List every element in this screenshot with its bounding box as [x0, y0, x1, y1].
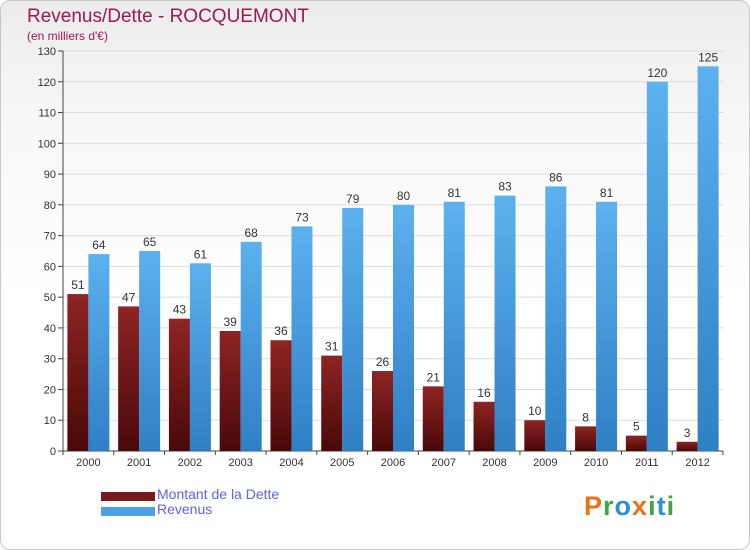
revenus-value-label: 79: [346, 192, 360, 206]
revenus-bar: [291, 226, 313, 451]
x-tick-label: 2006: [381, 457, 405, 469]
y-tick-label: 50: [44, 292, 56, 304]
dette-bar: [270, 340, 292, 451]
revenus-bar: [189, 263, 211, 451]
dette-value-label: 21: [427, 370, 441, 384]
y-tick-label: 0: [50, 446, 56, 458]
revenus-value-label: 86: [549, 170, 563, 184]
y-tick-label: 90: [44, 169, 56, 181]
y-tick-label: 20: [44, 384, 56, 396]
x-tick-label: 2007: [432, 457, 456, 469]
dette-value-label: 10: [528, 404, 542, 418]
revenus-bar: [393, 204, 414, 451]
revenus-bar: [342, 207, 364, 451]
revenus-bar: [443, 201, 465, 451]
revenus-value-label: 120: [647, 66, 667, 80]
revenus-bar: [240, 241, 262, 451]
x-tick-label: 2002: [178, 457, 202, 469]
y-tick-label: 40: [44, 323, 56, 335]
y-tick-label: 10: [44, 415, 56, 427]
revenus-bar: [139, 251, 161, 451]
revenus-value-label: 125: [698, 50, 718, 64]
y-tick-label: 70: [44, 231, 56, 243]
revenus-bar: [88, 254, 110, 451]
revenus-value-label: 68: [245, 226, 259, 240]
bars: [67, 66, 719, 452]
y-tick-label: 100: [38, 138, 56, 150]
y-tick-label: 120: [38, 77, 56, 89]
dette-bar: [422, 386, 444, 451]
dette-bar: [321, 355, 343, 451]
x-tick-label: 2009: [533, 457, 557, 469]
y-tick-label: 110: [38, 108, 56, 120]
revenus-value-label: 61: [194, 247, 208, 261]
revenus-value-label: 81: [448, 186, 462, 200]
revenus-bar: [596, 201, 618, 451]
dette-bar: [575, 426, 597, 451]
revenus-bar: [494, 195, 516, 451]
x-tick-label: 2011: [635, 457, 659, 469]
legend-label-revenus: Revenus: [157, 501, 213, 517]
x-tick-label: 2000: [76, 457, 100, 469]
revenus-value-label: 64: [92, 238, 106, 252]
x-tick-label: 2012: [685, 457, 709, 469]
legend-swatch-dette: [101, 492, 155, 501]
dette-value-label: 26: [376, 355, 390, 369]
x-tick-label: 2003: [228, 457, 252, 469]
dette-value-label: 31: [325, 340, 339, 354]
dette-value-label: 51: [71, 278, 85, 292]
dette-bar: [168, 318, 190, 451]
dette-value-label: 39: [224, 315, 238, 329]
x-tick-label: 2005: [330, 457, 354, 469]
dette-value-label: 3: [684, 426, 691, 440]
dette-bar: [219, 331, 241, 451]
x-tick-label: 2004: [279, 457, 303, 469]
dette-bar: [625, 435, 647, 451]
dette-bar: [372, 371, 393, 451]
chart-subtitle: (en milliers d'€): [27, 29, 108, 43]
dette-bar: [473, 401, 495, 451]
data-labels: 5164476543613968367331792680218116831086…: [71, 50, 718, 439]
x-tick-label: 2001: [127, 457, 151, 469]
x-tick-label: 2008: [482, 457, 506, 469]
dette-bar: [676, 441, 698, 451]
chart-title: Revenus/Dette - ROCQUEMONT: [27, 6, 309, 27]
y-tick-label: 80: [44, 200, 56, 212]
dette-value-label: 36: [274, 324, 288, 338]
revenus-value-label: 80: [397, 189, 411, 203]
dette-bar: [67, 294, 89, 451]
legend-swatch-revenus: [101, 507, 155, 516]
revenus-value-label: 81: [600, 186, 614, 200]
y-tick-label: 60: [44, 261, 56, 273]
dette-value-label: 47: [122, 290, 136, 304]
dette-value-label: 43: [173, 303, 187, 317]
revenus-value-label: 65: [143, 235, 157, 249]
revenus-value-label: 73: [295, 210, 309, 224]
x-tick-label: 2010: [584, 457, 608, 469]
revenus-value-label: 83: [498, 180, 512, 194]
revenus-bar: [697, 66, 719, 451]
axes: 0 10 20 30 40 50 60 70 80 90 100 110 120 130 2000 2001 2…: [38, 46, 724, 469]
dette-value-label: 16: [477, 386, 491, 400]
dette-bar: [524, 420, 546, 451]
dette-bar: [118, 306, 140, 451]
proxiti-logo: Proxiti: [584, 491, 676, 521]
y-tick-label: 30: [44, 354, 56, 366]
revenus-bar: [545, 186, 567, 451]
legend-label-dette: Montant de la Dette: [157, 486, 280, 502]
y-tick-label: 130: [38, 46, 56, 58]
dette-value-label: 5: [633, 420, 640, 434]
revenus-bar: [646, 81, 668, 452]
dette-value-label: 8: [582, 410, 589, 424]
